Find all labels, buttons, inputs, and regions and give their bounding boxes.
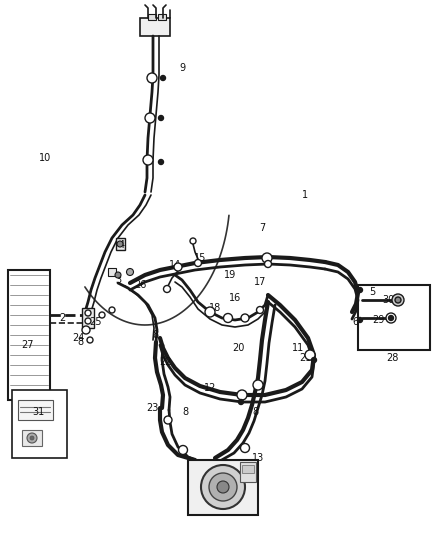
Circle shape (115, 272, 121, 278)
Circle shape (386, 313, 396, 323)
Text: 22: 22 (159, 357, 171, 367)
Bar (22, 430, 42, 446)
Text: 9: 9 (179, 63, 185, 73)
Circle shape (240, 443, 250, 453)
Circle shape (99, 312, 105, 318)
Text: 18: 18 (209, 303, 221, 313)
Text: 23: 23 (146, 403, 158, 413)
Circle shape (223, 313, 233, 322)
Circle shape (174, 263, 182, 271)
Text: 16: 16 (229, 293, 241, 303)
Text: 29: 29 (372, 315, 384, 325)
Text: 8: 8 (152, 330, 158, 340)
Circle shape (85, 310, 91, 316)
Text: 14: 14 (169, 260, 181, 270)
Circle shape (389, 316, 393, 320)
Circle shape (217, 481, 229, 493)
Bar (108, 268, 116, 276)
Text: 8: 8 (77, 337, 83, 347)
Circle shape (159, 116, 163, 120)
Text: 4: 4 (119, 240, 125, 250)
Text: 24: 24 (72, 333, 84, 343)
Bar (148, 14, 156, 20)
Circle shape (201, 465, 245, 509)
Text: 5: 5 (369, 287, 375, 297)
Text: 12: 12 (204, 383, 216, 393)
Bar (82, 308, 94, 328)
Circle shape (109, 307, 115, 313)
Circle shape (30, 436, 34, 440)
Circle shape (145, 113, 155, 123)
Circle shape (357, 318, 363, 322)
Circle shape (194, 260, 201, 266)
Bar (8, 270, 50, 400)
Bar (12, 390, 67, 458)
Circle shape (392, 294, 404, 306)
Text: 31: 31 (32, 407, 44, 417)
Bar (240, 462, 256, 482)
Text: 26: 26 (134, 280, 146, 290)
Circle shape (311, 358, 317, 362)
Text: 28: 28 (386, 353, 398, 363)
Circle shape (27, 433, 37, 443)
Circle shape (179, 446, 187, 455)
Text: 11: 11 (292, 343, 304, 353)
Circle shape (82, 326, 90, 334)
Circle shape (163, 286, 170, 293)
Circle shape (395, 297, 401, 303)
Circle shape (190, 238, 196, 244)
Bar (140, 18, 170, 36)
Text: 30: 30 (382, 295, 394, 305)
Text: 7: 7 (259, 223, 265, 233)
Circle shape (253, 380, 263, 390)
Text: 27: 27 (22, 340, 34, 350)
Bar (242, 465, 254, 473)
Circle shape (205, 307, 215, 317)
Text: 8: 8 (182, 407, 188, 417)
Circle shape (143, 155, 153, 165)
Bar (158, 14, 166, 20)
Circle shape (257, 306, 264, 313)
Circle shape (265, 261, 272, 268)
Text: 20: 20 (232, 343, 244, 353)
Bar (358, 285, 430, 350)
Circle shape (357, 287, 363, 293)
Text: 25: 25 (90, 317, 102, 327)
Text: 17: 17 (254, 277, 266, 287)
Circle shape (159, 159, 163, 165)
Text: 19: 19 (224, 270, 236, 280)
Text: 3: 3 (115, 275, 121, 285)
Circle shape (239, 400, 244, 405)
Circle shape (305, 350, 315, 360)
Circle shape (127, 269, 134, 276)
Circle shape (209, 473, 237, 501)
Circle shape (262, 253, 272, 263)
Circle shape (237, 390, 247, 400)
Text: 6: 6 (352, 317, 358, 327)
Text: 1: 1 (302, 190, 308, 200)
Circle shape (87, 337, 93, 343)
Text: 10: 10 (39, 153, 51, 163)
Text: 2: 2 (59, 313, 65, 323)
Text: 13: 13 (252, 453, 264, 463)
Circle shape (117, 241, 123, 247)
Text: 21: 21 (299, 353, 311, 363)
Bar (18, 400, 53, 420)
Circle shape (147, 73, 157, 83)
Circle shape (85, 318, 91, 324)
Circle shape (241, 314, 249, 322)
Circle shape (160, 76, 166, 80)
Bar (116, 238, 125, 250)
Bar (188, 460, 258, 515)
Text: 15: 15 (194, 253, 206, 263)
Text: 8: 8 (252, 407, 258, 417)
Circle shape (164, 416, 172, 424)
